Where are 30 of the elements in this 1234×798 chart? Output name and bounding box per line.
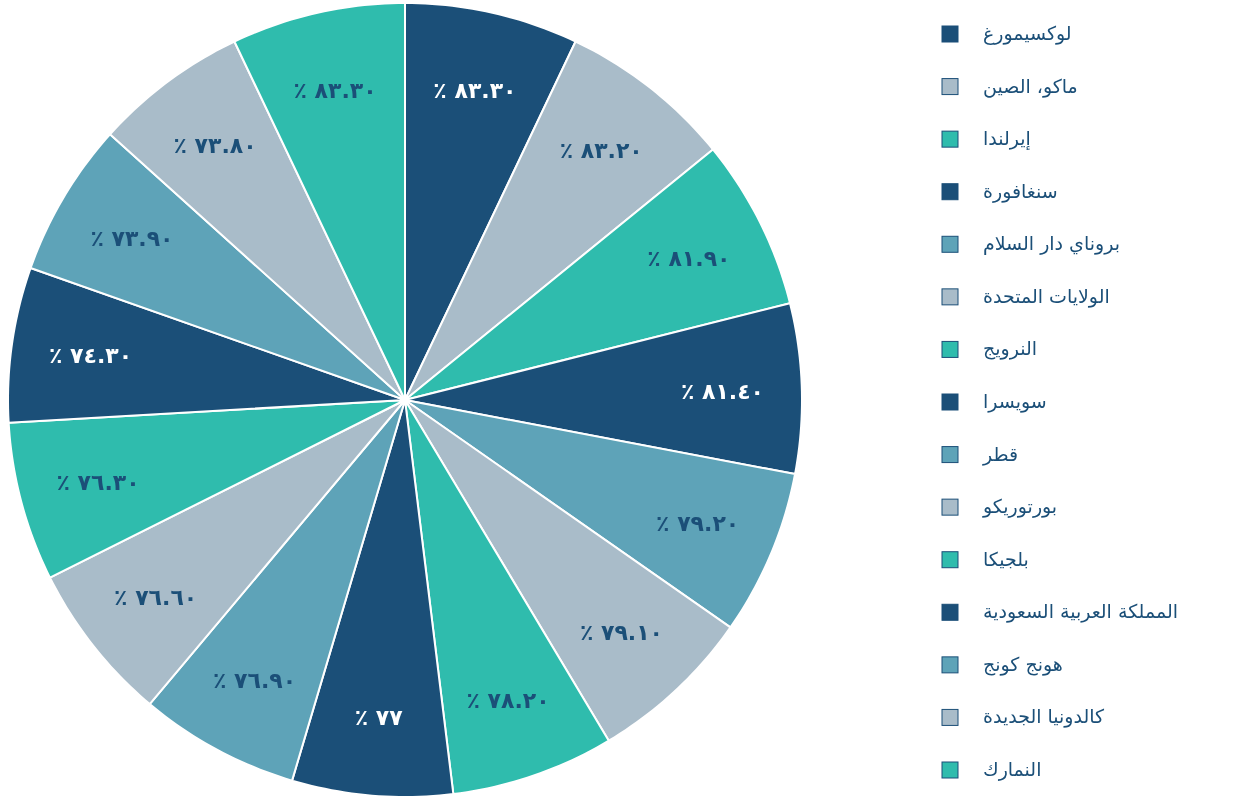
data-label: ٧٩.٢٠ ٪ xyxy=(656,511,740,537)
legend-label: بورتوريكو xyxy=(982,495,1058,519)
data-label: ٨٣.٣٠ ٪ xyxy=(433,78,517,104)
data-label: ٧٦.٦٠ ٪ xyxy=(114,584,198,610)
data-label: ٨١.٤٠ ٪ xyxy=(680,378,765,404)
legend-label: الولايات المتحدة xyxy=(983,284,1110,308)
data-label: ٧٦.٣٠ ٪ xyxy=(56,469,140,495)
legend-label: سويسرا xyxy=(983,390,1047,413)
legend-label: لوكسيمورغ xyxy=(983,22,1072,45)
data-label: ٨١.٩٠ ٪ xyxy=(647,245,731,271)
data-label: ٧٧ ٪ xyxy=(354,704,404,730)
data-label: ٧٣.٨٠ ٪ xyxy=(173,133,257,159)
data-label: ٨٣.٣٠ ٪ xyxy=(293,78,377,104)
data-label: ٧٤.٣٠ ٪ xyxy=(48,343,133,369)
data-label: ٧٣.٩٠ ٪ xyxy=(90,225,174,251)
legend-label: بروناي دار السلام xyxy=(983,232,1121,256)
legend-label: سنغافورة xyxy=(983,179,1058,203)
legend-label: كالدونيا الجديدة xyxy=(983,705,1106,729)
legend-label: إيرلندا xyxy=(983,127,1031,152)
legend-label: هونج كونج xyxy=(983,652,1063,676)
data-label: ٧٦.٩٠ ٪ xyxy=(212,667,297,693)
data-label: ٧٨.٢٠ ٪ xyxy=(466,688,550,714)
data-label: ٨٣.٢٠ ٪ xyxy=(559,138,643,164)
legend-label: النمارك xyxy=(983,758,1042,781)
legend-label: المملكة العربية السعودية xyxy=(983,600,1178,624)
legend-label: قطر xyxy=(982,442,1019,466)
legend-label: ماكو، الصين xyxy=(983,74,1078,98)
data-label: ٧٩.١٠ ٪ xyxy=(579,620,664,646)
legend-label: النرويج xyxy=(983,337,1038,361)
legend-label: بلجيكا xyxy=(983,547,1029,570)
